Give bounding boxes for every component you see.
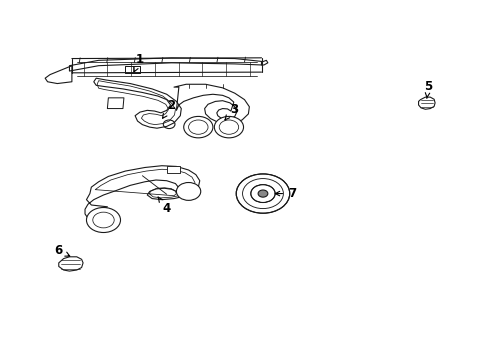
Circle shape [86, 207, 120, 233]
Text: 5: 5 [423, 80, 431, 98]
Circle shape [214, 116, 243, 138]
Polygon shape [166, 166, 180, 173]
Circle shape [183, 116, 212, 138]
Circle shape [258, 190, 267, 197]
Circle shape [250, 185, 275, 203]
Circle shape [176, 183, 201, 201]
Circle shape [236, 174, 289, 213]
Polygon shape [418, 97, 434, 109]
Text: 7: 7 [275, 187, 296, 200]
Text: 4: 4 [158, 197, 170, 215]
Polygon shape [107, 98, 123, 109]
Text: 1: 1 [134, 53, 144, 72]
Polygon shape [59, 257, 83, 271]
Text: 2: 2 [162, 99, 175, 118]
Text: 3: 3 [224, 103, 237, 120]
Text: 6: 6 [55, 244, 70, 257]
